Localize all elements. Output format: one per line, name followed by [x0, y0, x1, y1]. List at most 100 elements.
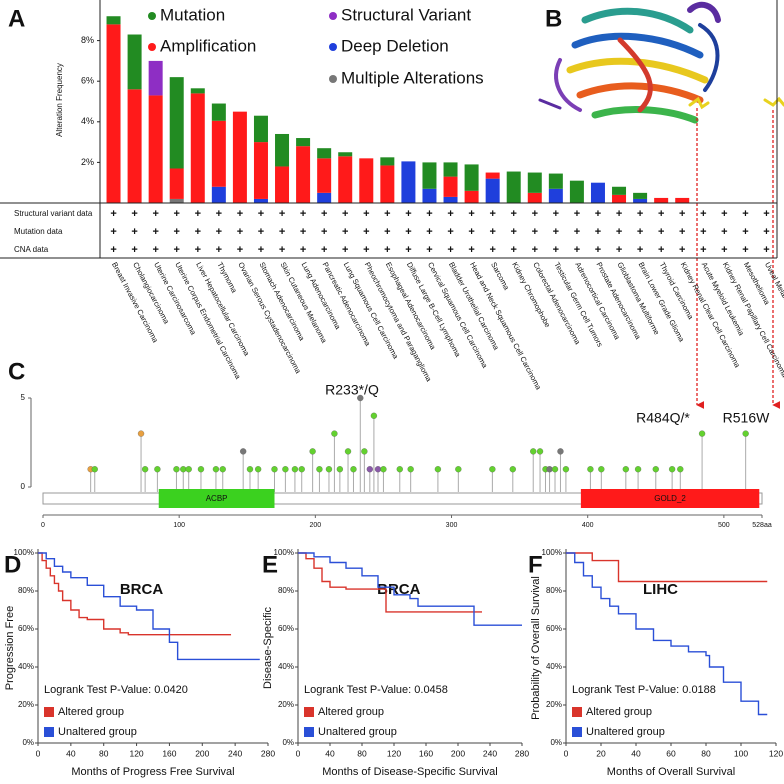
profile-mark: +	[658, 208, 664, 220]
profile-mark: +	[489, 208, 495, 220]
x-axis-label: Months of Progress Free Survival	[71, 766, 234, 778]
panel-letter: B	[545, 5, 562, 32]
bar-segment	[338, 152, 353, 157]
legend-swatch	[572, 707, 582, 717]
legend-marker	[329, 43, 337, 51]
lollipop-head	[212, 466, 220, 473]
profile-mark: +	[616, 244, 622, 256]
bar-segment	[275, 166, 290, 203]
profile-mark: +	[216, 244, 222, 256]
panel-letter: C	[8, 358, 25, 385]
ribbon	[591, 106, 699, 124]
lollipop-head	[246, 466, 254, 473]
profile-mark: +	[131, 226, 137, 238]
profile-mark: +	[468, 226, 474, 238]
survival-curve	[38, 552, 260, 661]
profile-mark: +	[363, 226, 369, 238]
lollipop-head	[677, 466, 684, 473]
lollipop-head	[282, 466, 289, 473]
protein-structure	[538, 1, 784, 124]
x-tick-label: 500	[718, 522, 730, 529]
profile-mark: +	[384, 208, 390, 220]
profile-mark: +	[384, 226, 390, 238]
lollipop-head	[271, 466, 278, 473]
profile-mark: +	[384, 244, 390, 256]
bar-segment	[380, 165, 395, 203]
profile-mark: +	[553, 226, 559, 238]
legend-swatch	[304, 727, 314, 737]
y-tick-label: 40%	[546, 662, 562, 671]
profile-mark: +	[511, 244, 517, 256]
lollipop-head	[509, 466, 516, 473]
lollipop-head	[141, 466, 149, 473]
x-tick-label: 80	[701, 748, 711, 758]
profile-mark: +	[279, 208, 285, 220]
profile-mark: +	[721, 226, 727, 238]
x-tick-label: 80	[99, 748, 109, 758]
bar-segment	[633, 198, 648, 203]
ribbon	[617, 37, 653, 113]
chart-title: BRCA	[120, 581, 163, 598]
profile-mark: +	[405, 208, 411, 220]
legend-swatch	[572, 727, 582, 737]
profile-mark: +	[447, 208, 453, 220]
x-tick-label: Kidney Chromophobe	[510, 261, 552, 329]
y-tick-label: 60%	[278, 624, 294, 633]
x-tick-label: 120	[129, 748, 143, 758]
profile-mark: +	[637, 226, 643, 238]
lollipop-head	[197, 466, 205, 473]
profile-mark: +	[258, 208, 264, 220]
bar-segment	[148, 60, 163, 96]
profile-mark: +	[511, 226, 517, 238]
x-axis-label: Months of Disease-Specific Survival	[322, 766, 497, 778]
survival-curve	[298, 552, 522, 626]
lollipop-head	[489, 466, 496, 473]
x-tick-label: 0	[296, 748, 301, 758]
x-tick-label: 240	[483, 748, 497, 758]
lollipop-head	[255, 466, 262, 473]
chart-title: BRCA	[377, 581, 420, 598]
mutation-annotation: R233*/Q	[325, 382, 379, 398]
lollipop-head	[180, 466, 187, 473]
bar-segment	[548, 188, 563, 203]
bar-segment	[527, 172, 542, 193]
chart-title: LIHC	[643, 581, 678, 598]
bar-segment	[317, 148, 332, 159]
y-tick-label: 80%	[546, 586, 562, 595]
lollipop-head	[173, 466, 180, 473]
x-tick-label: 20	[596, 748, 606, 758]
profile-mark: +	[574, 244, 580, 256]
profile-mark: +	[363, 244, 369, 256]
profile-mark: +	[721, 244, 727, 256]
profile-mark: +	[658, 226, 664, 238]
panel-letter: F	[528, 551, 543, 578]
x-tick-label: 200	[451, 748, 465, 758]
profile-mark: +	[300, 226, 306, 238]
profile-mark: +	[679, 208, 685, 220]
panel-letter: D	[4, 551, 21, 578]
profile-mark: +	[532, 226, 538, 238]
domain-label: ACBP	[206, 494, 228, 503]
panel-letter: A	[8, 5, 25, 32]
profile-mark: +	[700, 226, 706, 238]
profile-mark: +	[616, 208, 622, 220]
lollipop-head	[455, 466, 462, 473]
profile-mark: +	[321, 244, 327, 256]
x-tick-label: 160	[162, 748, 176, 758]
lollipop-head	[137, 430, 145, 437]
x-tick-label: 120	[387, 748, 401, 758]
bar-segment	[296, 138, 311, 147]
profile-mark: +	[216, 208, 222, 220]
lollipop-head	[370, 412, 378, 419]
bar-segment	[169, 168, 184, 199]
profile-mark: +	[574, 226, 580, 238]
legend-swatch	[44, 707, 54, 717]
survival-curve	[566, 552, 768, 583]
lollipop-head	[551, 466, 559, 473]
profile-mark: +	[679, 226, 685, 238]
profile-mark: +	[237, 226, 243, 238]
bar-segment	[590, 182, 605, 203]
y-tick-label: 0%	[550, 738, 562, 747]
lollipop-head	[407, 466, 414, 473]
